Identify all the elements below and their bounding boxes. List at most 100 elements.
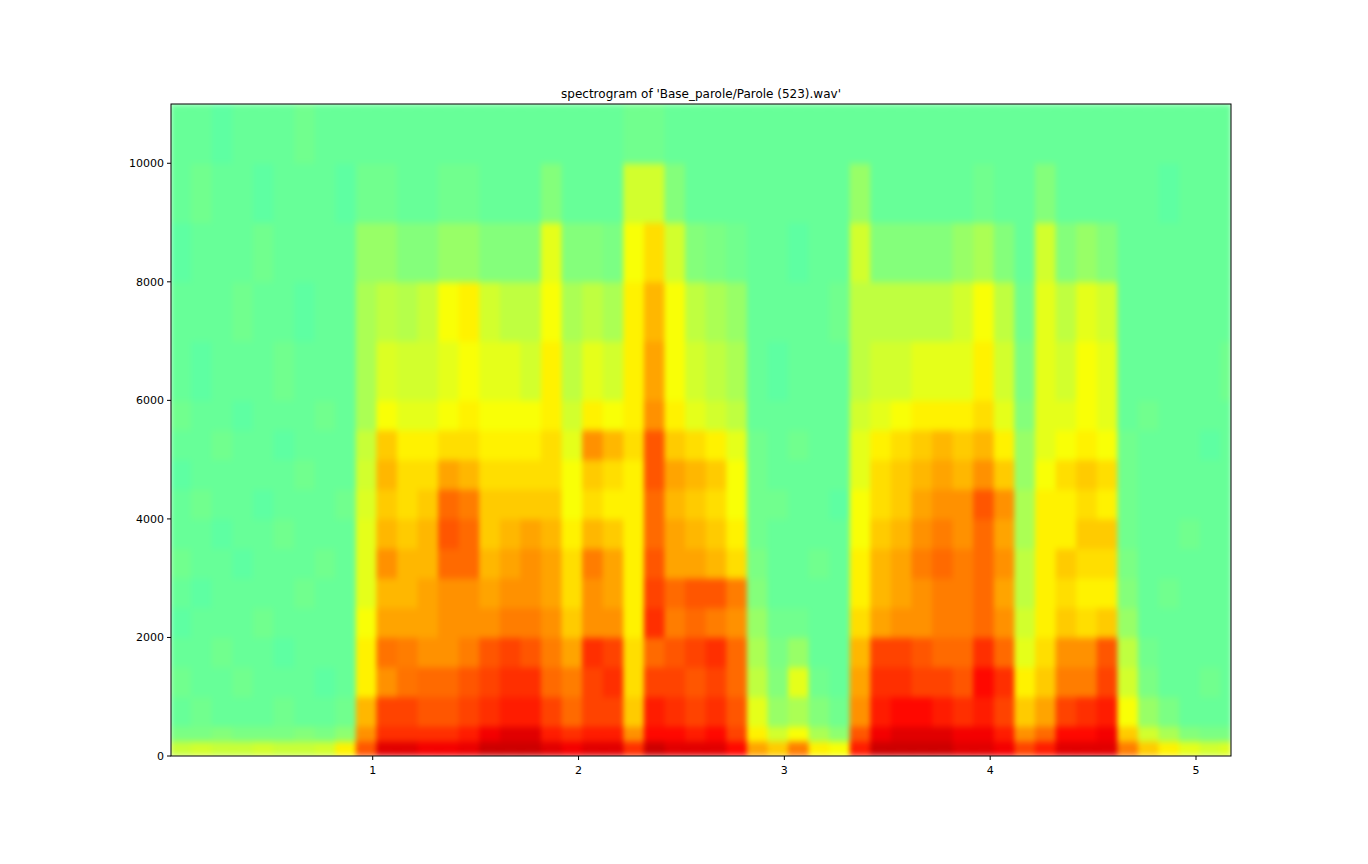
cell bbox=[376, 104, 398, 164]
cell bbox=[335, 607, 357, 638]
cell bbox=[376, 281, 398, 341]
cell bbox=[1056, 667, 1078, 698]
cell bbox=[212, 518, 234, 549]
cell bbox=[1158, 163, 1180, 223]
cell bbox=[1117, 548, 1139, 579]
cell bbox=[911, 696, 933, 727]
cell bbox=[1179, 104, 1201, 164]
cell bbox=[294, 489, 316, 520]
cell bbox=[932, 726, 954, 742]
cell bbox=[973, 726, 995, 742]
cell bbox=[603, 341, 625, 401]
cell bbox=[644, 163, 666, 223]
cell bbox=[356, 726, 378, 742]
cell bbox=[232, 741, 254, 756]
cell bbox=[850, 741, 872, 756]
cell bbox=[1097, 430, 1119, 461]
cell bbox=[438, 518, 460, 549]
cell bbox=[582, 163, 604, 223]
cell bbox=[500, 578, 522, 609]
cell bbox=[479, 726, 501, 742]
cell bbox=[767, 637, 789, 668]
cell bbox=[664, 741, 686, 756]
cell bbox=[1117, 430, 1139, 461]
cell bbox=[356, 341, 378, 401]
cell bbox=[376, 341, 398, 401]
cell bbox=[603, 459, 625, 490]
cell bbox=[685, 222, 707, 282]
cell bbox=[932, 281, 954, 341]
cell bbox=[191, 400, 213, 431]
cell bbox=[397, 518, 419, 549]
cell bbox=[1076, 459, 1098, 490]
cell bbox=[397, 637, 419, 668]
cell bbox=[623, 400, 645, 431]
cell bbox=[1035, 548, 1057, 579]
cell bbox=[994, 637, 1016, 668]
cell bbox=[747, 459, 769, 490]
cell bbox=[253, 667, 275, 698]
cell bbox=[850, 607, 872, 638]
cell bbox=[891, 548, 913, 579]
cell bbox=[809, 489, 831, 520]
cell bbox=[191, 104, 213, 164]
cell bbox=[541, 548, 563, 579]
cell bbox=[520, 341, 542, 401]
cell bbox=[767, 341, 789, 401]
cell bbox=[376, 222, 398, 282]
cell bbox=[1056, 741, 1078, 756]
cell bbox=[315, 222, 337, 282]
cell bbox=[335, 548, 357, 579]
cell bbox=[438, 741, 460, 756]
cell bbox=[479, 163, 501, 223]
cell bbox=[562, 104, 584, 164]
chart: 123450200040006000800010000spectrogram o… bbox=[0, 0, 1368, 864]
cell bbox=[747, 696, 769, 727]
cell bbox=[1056, 400, 1078, 431]
cell bbox=[500, 341, 522, 401]
cell bbox=[994, 341, 1016, 401]
cell bbox=[417, 459, 439, 490]
cell bbox=[911, 489, 933, 520]
cell bbox=[994, 222, 1016, 282]
cell bbox=[541, 430, 563, 461]
cell bbox=[582, 430, 604, 461]
cell bbox=[1158, 518, 1180, 549]
y-tick bbox=[167, 518, 171, 519]
cell bbox=[788, 637, 810, 668]
cell bbox=[562, 163, 584, 223]
cell bbox=[397, 489, 419, 520]
cell bbox=[664, 548, 686, 579]
cell bbox=[1138, 741, 1160, 756]
cell bbox=[273, 341, 295, 401]
cell bbox=[911, 430, 933, 461]
cell bbox=[1179, 400, 1201, 431]
cell bbox=[623, 489, 645, 520]
cell bbox=[932, 607, 954, 638]
cell bbox=[953, 518, 975, 549]
cell bbox=[973, 607, 995, 638]
cell bbox=[1117, 667, 1139, 698]
cell bbox=[479, 341, 501, 401]
cell bbox=[973, 548, 995, 579]
cell bbox=[809, 430, 831, 461]
cell bbox=[685, 696, 707, 727]
cell bbox=[767, 281, 789, 341]
cell bbox=[417, 400, 439, 431]
cell bbox=[870, 489, 892, 520]
cell bbox=[479, 281, 501, 341]
cell bbox=[562, 281, 584, 341]
cell bbox=[232, 163, 254, 223]
cell bbox=[479, 667, 501, 698]
cell bbox=[1158, 607, 1180, 638]
cell bbox=[315, 741, 337, 756]
cell bbox=[603, 104, 625, 164]
cell bbox=[1158, 741, 1180, 756]
cell bbox=[685, 163, 707, 223]
cell bbox=[417, 667, 439, 698]
cell bbox=[479, 222, 501, 282]
cell bbox=[891, 578, 913, 609]
cell bbox=[500, 667, 522, 698]
cell bbox=[232, 667, 254, 698]
cell bbox=[520, 400, 542, 431]
